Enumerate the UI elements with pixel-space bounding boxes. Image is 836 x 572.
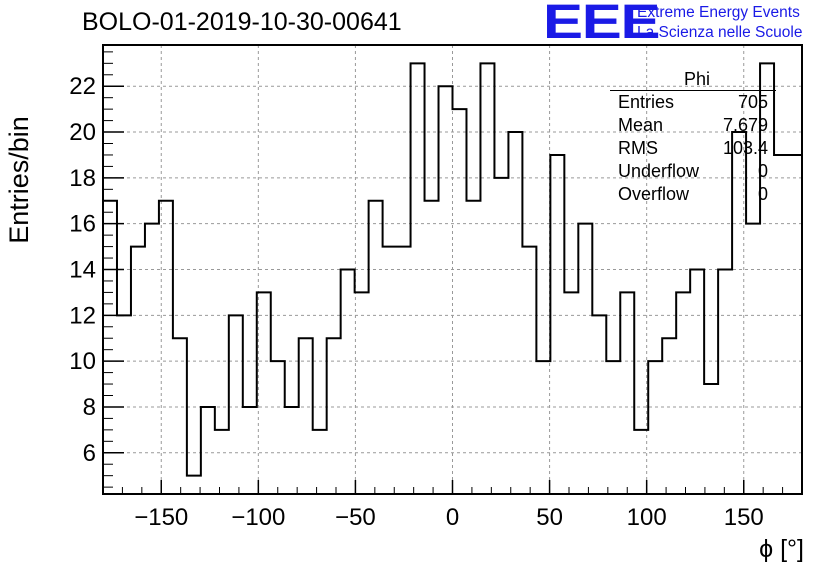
x-tick-label: 100 [627, 504, 667, 531]
x-tick-label: 50 [536, 504, 563, 531]
y-tick-label: 8 [83, 394, 96, 421]
stats-row-underflow: Underflow 0 [610, 160, 776, 183]
y-tick-label: 10 [69, 348, 96, 375]
x-tick-label: −50 [335, 504, 376, 531]
eee-logo: EEE [543, 0, 661, 49]
chart-title: BOLO-01-2019-10-30-00641 [82, 8, 402, 36]
logo-caption: Extreme Energy Events La Scienza nelle S… [637, 3, 802, 43]
stats-row-entries: Entries 705 [610, 91, 776, 114]
y-tick-label: 22 [69, 73, 96, 100]
stats-box: Phi Entries 705 Mean 7.679 RMS 103.4 Und… [610, 68, 776, 206]
histogram-step-line [103, 62, 802, 477]
stats-row-mean: Mean 7.679 [610, 114, 776, 137]
x-tick-label: 150 [724, 504, 764, 531]
y-tick-label: 6 [83, 440, 96, 467]
y-tick-label: 16 [69, 211, 96, 238]
logo-line-1: Extreme Energy Events [637, 4, 800, 21]
stats-label: RMS [618, 138, 658, 158]
stats-value: 0 [757, 184, 768, 204]
stats-title: Phi [610, 68, 776, 91]
stats-label: Overflow [618, 184, 690, 204]
y-tick-label: 14 [69, 257, 96, 284]
stats-value: 103.4 [722, 138, 768, 158]
x-axis-label: ϕ [°] [759, 535, 804, 563]
stats-label: Entries [618, 92, 675, 112]
y-tick-label: 20 [69, 119, 96, 146]
x-axis: −150 −100 −50 0 50 100 150 [121, 480, 784, 531]
logo-line-2: La Scienza nelle Scuole [637, 24, 803, 41]
stats-value: 705 [737, 92, 768, 112]
x-tick-label: 0 [446, 504, 459, 531]
stats-row-overflow: Overflow 0 [610, 183, 776, 206]
y-axis-label: Entries/bin [4, 116, 34, 244]
y-tick-label: 12 [69, 302, 96, 329]
stats-value: 0 [757, 161, 768, 181]
stats-row-rms: RMS 103.4 [610, 137, 776, 160]
stats-label: Underflow [618, 161, 700, 181]
x-tick-label: −150 [134, 504, 188, 531]
stats-value: 7.679 [722, 115, 768, 135]
x-tick-label: −100 [231, 504, 285, 531]
y-tick-label: 18 [69, 165, 96, 192]
y-axis: 6 8 10 12 14 16 18 20 22 [69, 51, 124, 488]
stats-label: Mean [618, 115, 664, 135]
